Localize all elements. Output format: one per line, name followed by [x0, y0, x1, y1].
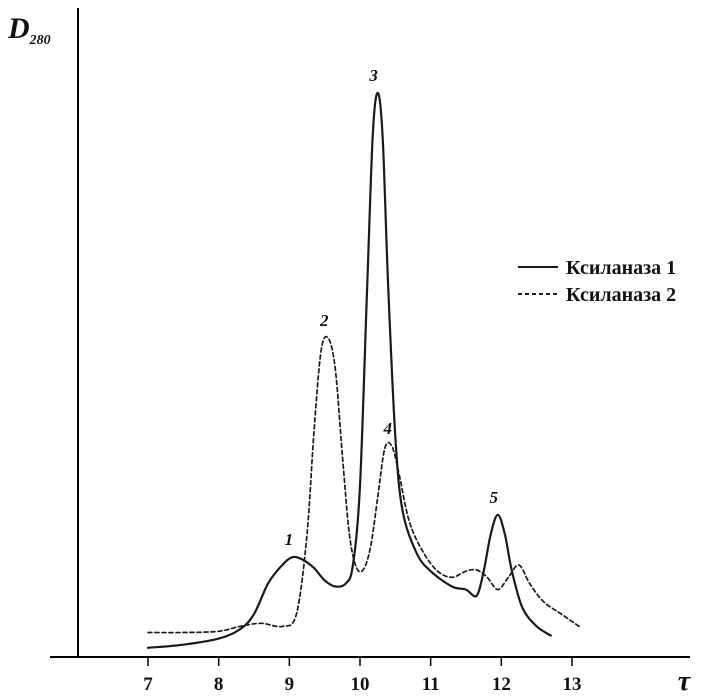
series-layer — [146, 91, 580, 649]
peak-labels: 1 2 3 4 5 — [285, 66, 499, 549]
peak-label-2: 2 — [319, 311, 329, 330]
legend-label-1: Ксиланаза 1 — [566, 257, 676, 279]
x-tick-label-11: 11 — [422, 674, 440, 695]
peak-label-1: 1 — [285, 530, 294, 549]
x-tick-label-9: 9 — [285, 674, 295, 695]
series-line-1 — [146, 91, 552, 649]
x-tick-label-13: 13 — [563, 674, 582, 695]
series-line-2 — [147, 335, 580, 634]
y-axis-title: D280 — [7, 12, 51, 48]
peak-label-4: 4 — [383, 419, 393, 438]
peak-label-5: 5 — [490, 488, 499, 507]
x-tick-label-10: 10 — [351, 674, 370, 695]
x-tick-label-7: 7 — [143, 674, 153, 695]
legend-label-2: Ксиланаза 2 — [566, 284, 676, 306]
peak-label-3: 3 — [368, 66, 378, 85]
x-tick-label-8: 8 — [214, 674, 224, 695]
x-axis-title: τ — [678, 666, 692, 696]
x-tick-label-12: 12 — [492, 674, 511, 695]
axes — [50, 8, 690, 658]
x-ticks: 7 8 9 10 11 12 13 — [143, 657, 582, 695]
legend: Ксиланаза 1 Ксиланаза 2 — [518, 257, 676, 306]
